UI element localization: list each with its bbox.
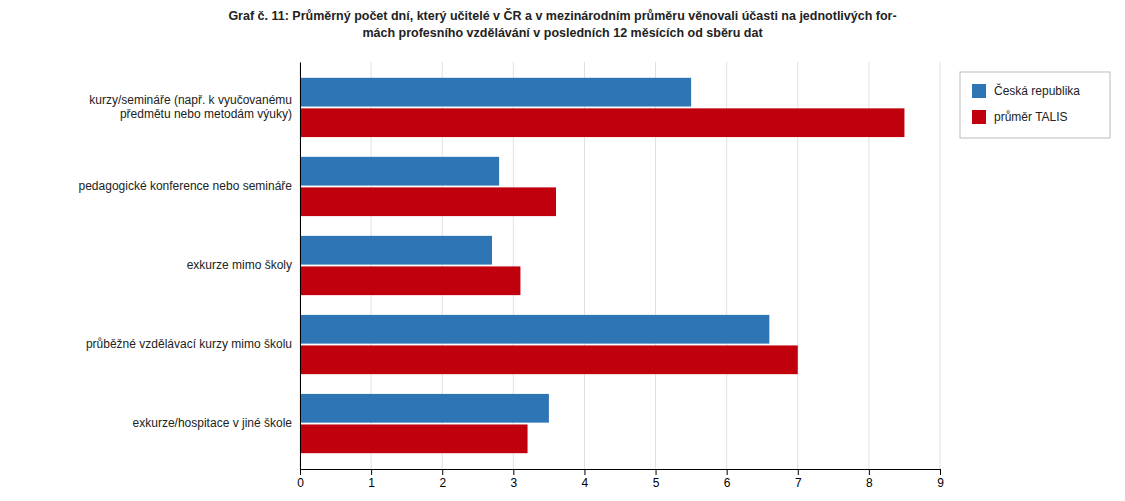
tick: 8 — [866, 469, 873, 490]
tick-label: 0 — [297, 476, 304, 490]
legend-item: Česká republika — [972, 83, 1080, 98]
tick-mark — [940, 469, 941, 475]
tick-label: 3 — [510, 476, 517, 490]
tick: průběžné vzdělávací kurzy mimo školu — [86, 337, 292, 351]
tick-mark — [584, 469, 585, 475]
bar — [300, 78, 691, 107]
tick-label: 9 — [937, 476, 944, 490]
tick-label: 5 — [653, 476, 660, 490]
bar — [300, 187, 556, 216]
legend-swatch — [972, 110, 986, 124]
tick-label: 1 — [368, 476, 375, 490]
tick: 9 — [937, 469, 944, 490]
x-axis: 0 1 2 3 4 5 6 7 8 9 — [297, 469, 944, 490]
tick-label: 2 — [439, 476, 446, 490]
bar — [300, 394, 549, 423]
legend-frame — [960, 72, 1110, 138]
tick-label: 7 — [795, 476, 802, 490]
axis-domain — [301, 470, 941, 476]
tick: 6 — [724, 469, 731, 490]
tick-mark — [656, 469, 657, 475]
tick-label: pedagogické konference nebo semináře — [79, 179, 293, 193]
tick: 5 — [653, 469, 660, 490]
tick-label: 6 — [724, 476, 731, 490]
tick-label: 8 — [866, 476, 873, 490]
bar — [300, 315, 769, 344]
tick-mark — [869, 469, 870, 475]
grid-line — [940, 62, 941, 469]
tick: 1 — [368, 469, 375, 490]
tick-mark — [798, 469, 799, 475]
grid-line — [300, 62, 301, 469]
tick: exkurze/hospitace v jiné škole — [133, 416, 293, 430]
bars — [300, 78, 904, 453]
legend-item: průměr TALIS — [972, 110, 1068, 124]
tick: 0 — [297, 469, 304, 490]
tick-mark — [727, 469, 728, 475]
bar — [300, 157, 499, 186]
tick-mark — [300, 469, 301, 475]
title-line: Graf č. 11: Průměrný počet dní, který uč… — [228, 8, 896, 23]
tick-label: kurzy/semináře (např. k vyučovanémupředm… — [89, 93, 292, 121]
bar — [300, 345, 798, 374]
tick-label-line: exkurze/hospitace v jiné škole — [133, 416, 293, 430]
tick-mark — [442, 469, 443, 475]
plot: 0 1 2 3 4 5 6 7 8 9 kurzy/semináře (např. k vyučov… — [79, 62, 945, 490]
legend: Česká republika průměr TALIS — [960, 72, 1110, 138]
legend-label: Česká republika — [994, 83, 1080, 98]
tick-label-line: kurzy/semináře (např. k vyučovanému — [89, 93, 292, 107]
tick: kurzy/semináře (např. k vyučovanémupředm… — [89, 93, 292, 121]
tick: exkurze mimo školy — [187, 258, 292, 272]
grid — [300, 62, 940, 469]
tick-label: průběžné vzdělávací kurzy mimo školu — [86, 337, 292, 351]
chart: Graf č. 11: Průměrný počet dní, který uč… — [0, 0, 1125, 501]
axis-domain — [300, 63, 301, 470]
tick: 3 — [510, 469, 517, 490]
tick-mark — [371, 469, 372, 475]
tick: 2 — [439, 469, 446, 490]
series — [300, 108, 904, 453]
tick-label: 4 — [582, 476, 589, 490]
tick-label: exkurze mimo školy — [187, 258, 292, 272]
tick-mark — [513, 469, 514, 475]
tick-label-line: předmětu nebo metodám výuky) — [120, 107, 292, 121]
bar — [300, 266, 520, 295]
title: Graf č. 11: Průměrný počet dní, který uč… — [228, 8, 896, 40]
legend-swatch — [972, 84, 986, 98]
tick-label: exkurze/hospitace v jiné škole — [133, 416, 293, 430]
y-axis: kurzy/semináře (např. k vyučovanémupředm… — [79, 63, 301, 470]
tick-label-line: exkurze mimo školy — [187, 258, 292, 272]
bar — [300, 236, 492, 265]
tick: pedagogické konference nebo semináře — [79, 179, 293, 193]
bar — [300, 424, 528, 453]
tick: 7 — [795, 469, 802, 490]
title-line: mách profesního vzdělávání v posledních … — [362, 26, 763, 40]
bar — [300, 108, 904, 137]
tick-label-line: průběžné vzdělávací kurzy mimo školu — [86, 337, 292, 351]
tick: 4 — [582, 469, 589, 490]
legend-label: průměr TALIS — [994, 110, 1068, 124]
tick-label-line: pedagogické konference nebo semináře — [79, 179, 293, 193]
